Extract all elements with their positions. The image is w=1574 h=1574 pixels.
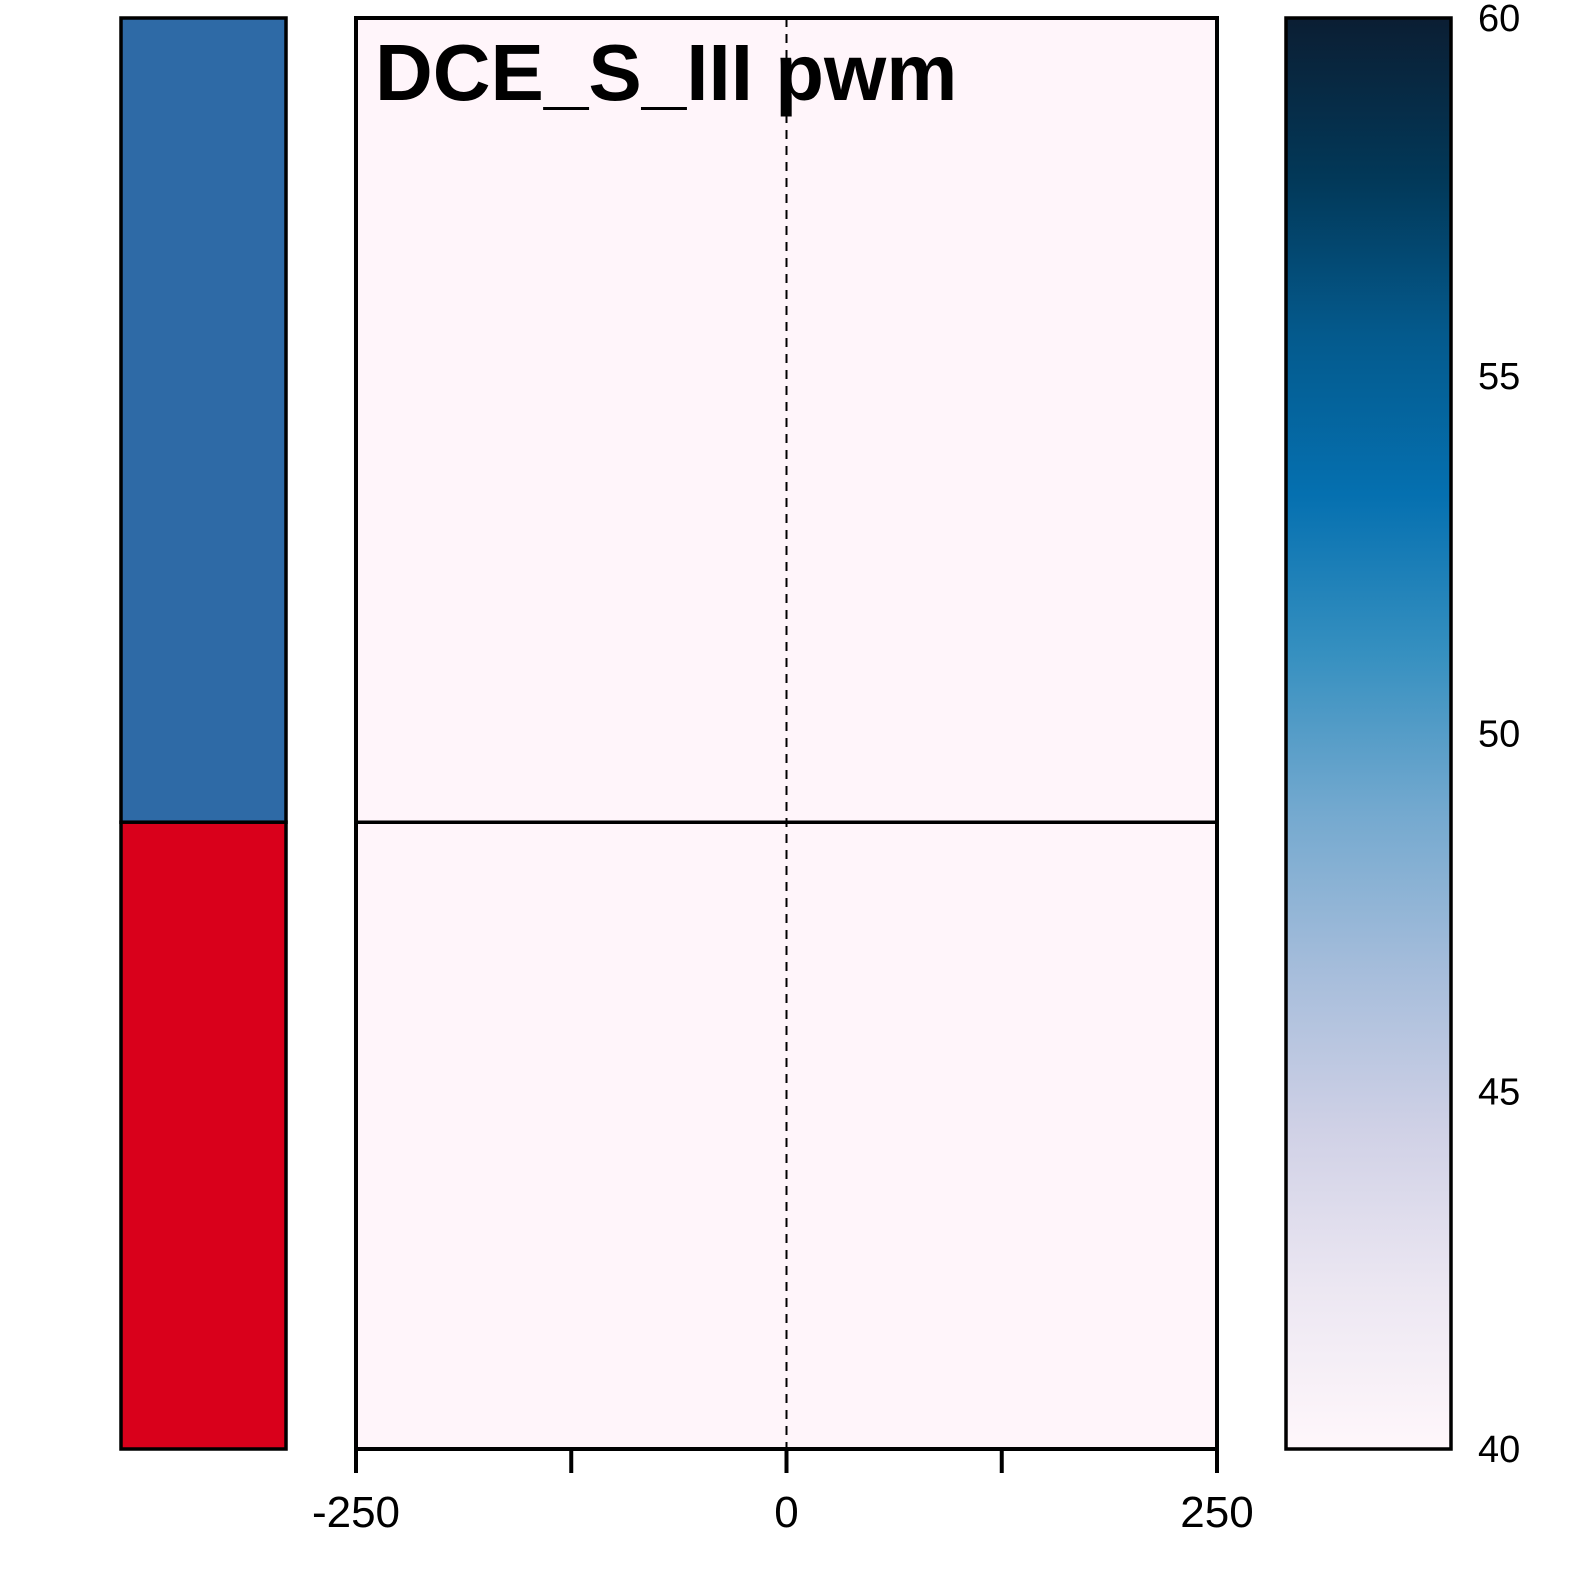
colorbar-tick-label: 50 [1478, 714, 1520, 756]
heatmap-panel: DCE_S_III pwm [354, 16, 1219, 1451]
x-tick-label: -250 [312, 1488, 400, 1537]
group-annotation-bar [119, 16, 288, 1451]
x-axis: -250 0 250 [312, 1447, 1254, 1537]
colorbar-tick-label: 45 [1478, 1071, 1520, 1113]
colorbar-tick-label: 40 [1478, 1429, 1520, 1471]
colorbar-tick-label: 55 [1478, 356, 1520, 398]
x-tick-label: 0 [774, 1488, 798, 1537]
colorbar-tick-label: 60 [1478, 0, 1520, 40]
group-2-segment [119, 820, 288, 1451]
colorbar-gradient [1284, 16, 1453, 1451]
group-1-segment [119, 16, 288, 824]
x-tick-label: 250 [1180, 1488, 1253, 1537]
chart-title: DCE_S_III pwm [375, 28, 957, 117]
colorbar: 40 45 50 55 60 [1284, 0, 1520, 1471]
